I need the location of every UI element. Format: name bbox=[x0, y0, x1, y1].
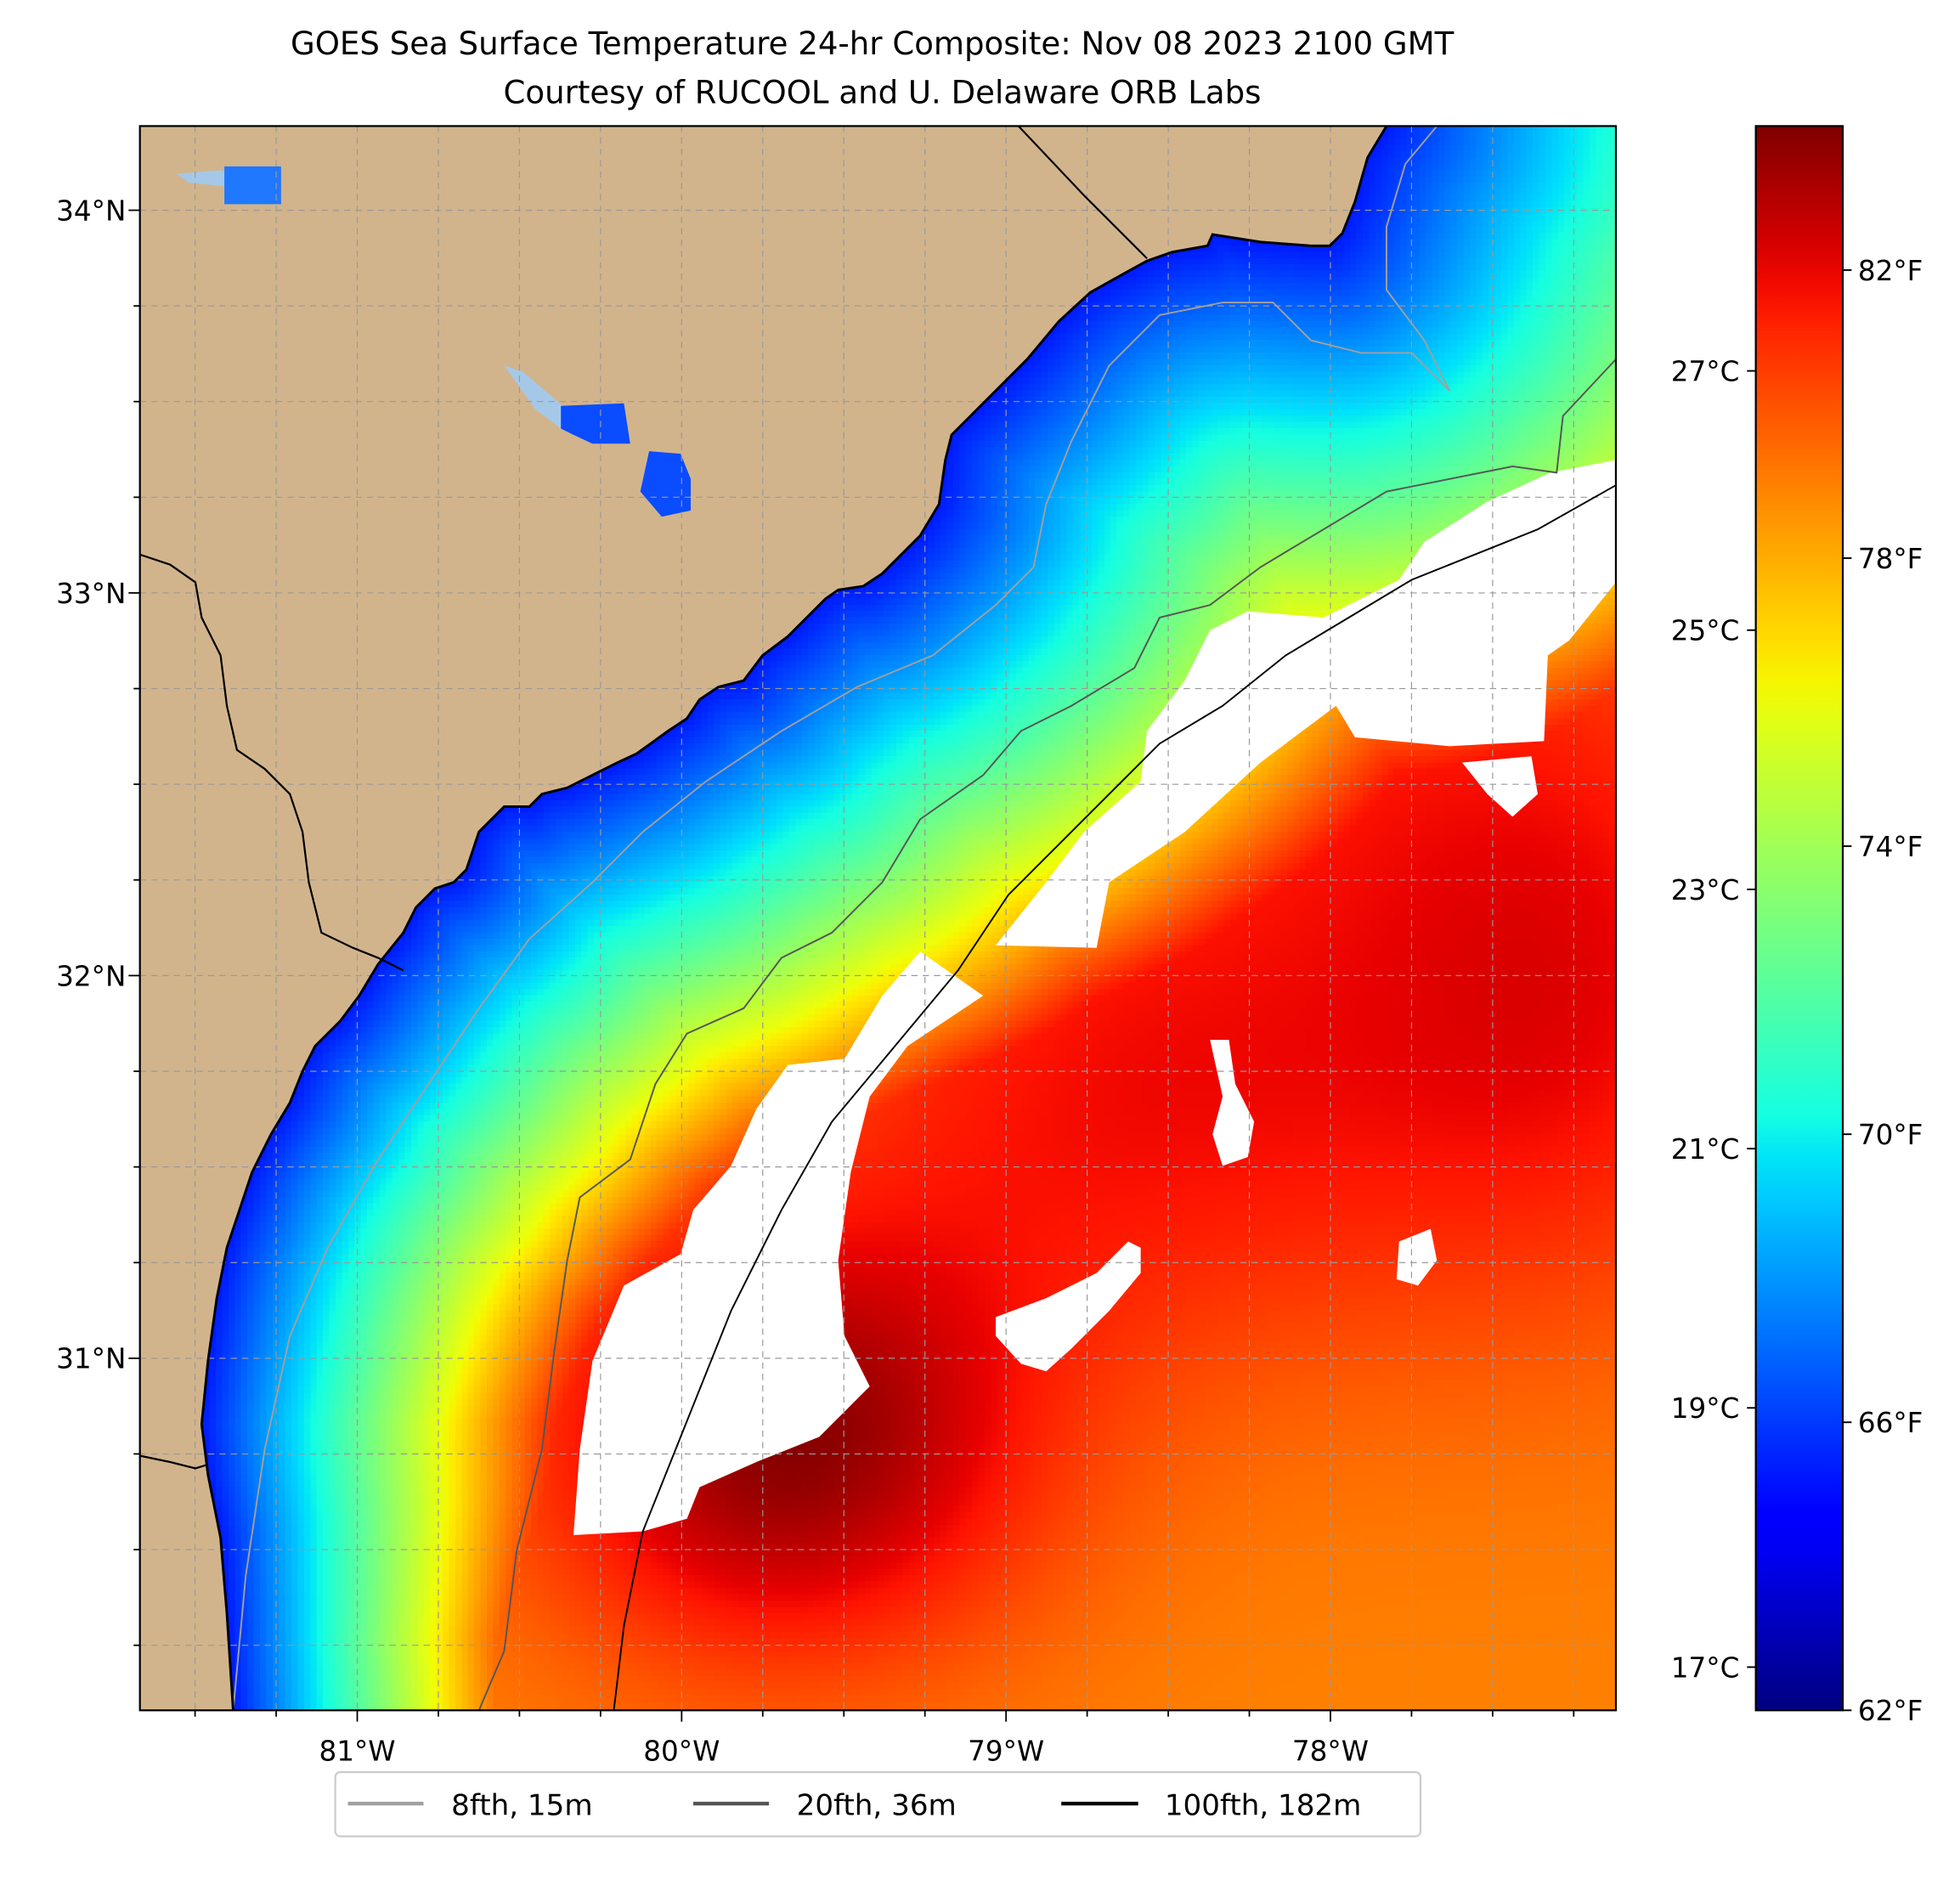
lat-tick-label: 33°N bbox=[56, 578, 126, 610]
lakes bbox=[176, 166, 692, 517]
cloud bbox=[1210, 1040, 1255, 1166]
colorbar-c-label: 23°C bbox=[1671, 874, 1740, 906]
land bbox=[139, 126, 1387, 1711]
state-border-nc-sc bbox=[1017, 126, 1148, 259]
coastline bbox=[200, 126, 1388, 1711]
lat-tick-label: 34°N bbox=[56, 195, 126, 227]
colorbar-f-label: 78°F bbox=[1858, 543, 1923, 575]
lon-tick-label: 80°W bbox=[643, 1736, 720, 1768]
lon-tick-label: 79°W bbox=[968, 1736, 1044, 1768]
contour-8fth bbox=[1385, 126, 1451, 392]
legend-label-8fth: 8fth, 15m bbox=[451, 1788, 592, 1822]
legend-label-20fth: 20fth, 36m bbox=[797, 1788, 957, 1822]
colorbar-f-label: 74°F bbox=[1858, 831, 1923, 863]
colorbar: 82°F 78°F 74°F 70°F 66°F 62°F 27°C 25°C 23°C 21°… bbox=[1671, 125, 1923, 1727]
lake bbox=[224, 166, 281, 205]
lake bbox=[561, 403, 630, 444]
contour-8fth bbox=[232, 302, 1450, 1711]
colorbar-f-label: 62°F bbox=[1858, 1695, 1923, 1727]
colorbar-f-label: 66°F bbox=[1858, 1407, 1923, 1439]
lake bbox=[640, 451, 692, 517]
lon-tick-label: 81°W bbox=[319, 1736, 395, 1768]
title-line-1: GOES Sea Surface Temperature 24-hr Compo… bbox=[291, 25, 1454, 62]
colorbar-bar bbox=[1754, 125, 1844, 1712]
contour-100fth bbox=[613, 484, 1616, 1711]
colorbar-c-label: 19°C bbox=[1671, 1392, 1740, 1425]
graticule bbox=[139, 126, 1616, 1711]
legend: 8fth, 15m 20fth, 36m 100fth, 182m bbox=[334, 1770, 1422, 1838]
map-area[interactable] bbox=[139, 126, 1616, 1711]
cloud bbox=[996, 460, 1616, 948]
cloud bbox=[573, 951, 984, 1536]
state-border-ga-fl bbox=[139, 1454, 209, 1470]
cloud bbox=[1396, 1228, 1438, 1286]
cloud bbox=[1461, 756, 1538, 817]
state-border-sc-ga bbox=[139, 553, 404, 972]
lake bbox=[176, 170, 240, 187]
colorbar-f-label: 70°F bbox=[1858, 1119, 1923, 1151]
lat-tick-label: 31°N bbox=[56, 1343, 126, 1375]
cloud-mask bbox=[573, 460, 1616, 1536]
latitude-axis: 34°N 33°N 32°N 31°N bbox=[56, 195, 140, 1646]
cloud bbox=[996, 1241, 1141, 1372]
colorbar-c-label: 27°C bbox=[1671, 355, 1740, 387]
legend-label-100fth: 100fth, 182m bbox=[1165, 1788, 1362, 1822]
colorbar-fahrenheit-axis: 82°F 78°F 74°F 70°F 66°F 62°F bbox=[1843, 255, 1923, 1727]
title-line-2: Courtesy of RUCOOL and U. Delaware ORB L… bbox=[504, 75, 1262, 111]
lat-tick-label: 32°N bbox=[56, 960, 126, 992]
map-frame bbox=[138, 125, 1618, 1712]
colorbar-c-label: 17°C bbox=[1671, 1651, 1740, 1684]
contour-20fth bbox=[477, 358, 1616, 1711]
longitude-axis: 81°W 80°W 79°W 78°W bbox=[194, 1710, 1575, 1768]
lon-tick-label: 78°W bbox=[1292, 1736, 1369, 1768]
colorbar-c-label: 25°C bbox=[1671, 615, 1740, 647]
colorbar-celsius-axis: 27°C 25°C 23°C 21°C 19°C 17°C bbox=[1671, 355, 1756, 1684]
legend-box bbox=[334, 1770, 1422, 1838]
colorbar-f-label: 82°F bbox=[1858, 255, 1923, 287]
colorbar-c-label: 21°C bbox=[1671, 1133, 1740, 1166]
